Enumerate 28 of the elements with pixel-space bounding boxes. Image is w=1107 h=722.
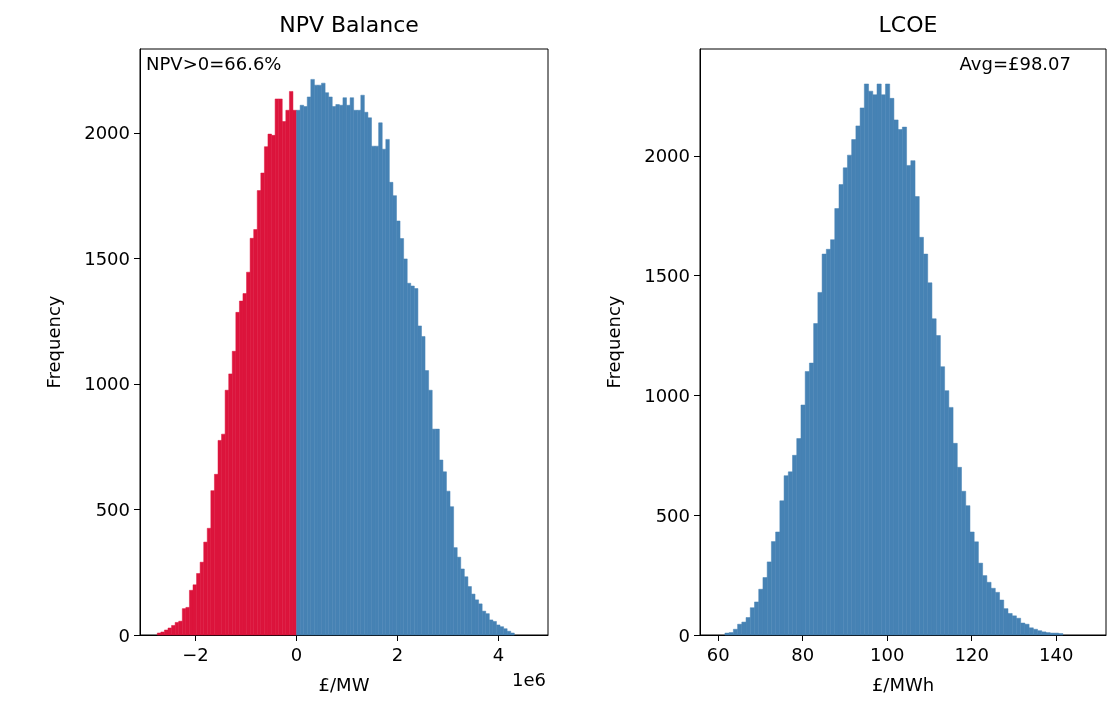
chart-title: NPV Balance (279, 11, 419, 37)
x-tick-label: 100 (869, 643, 905, 665)
x-tick-label: 4 (492, 643, 505, 665)
x-axis-title: £/MW (318, 673, 370, 695)
annotation: NPV>0=66.6% (146, 52, 282, 74)
x-tick-label: 120 (954, 643, 989, 665)
x-tick-label: −2 (182, 643, 209, 665)
y-axis-title: Frequency (42, 295, 64, 389)
y-tick-label: 1500 (84, 247, 130, 269)
y-tick-label: 1500 (644, 265, 690, 287)
annotation: Avg=£98.07 (959, 52, 1071, 74)
text: 1e6 (512, 668, 547, 690)
y-tick-label: 2000 (644, 145, 690, 167)
chart-title: LCOE (878, 11, 938, 37)
y-tick-label: 1000 (84, 373, 130, 395)
y-tick-label: 2000 (84, 122, 130, 144)
x-tick-label: 2 (391, 643, 404, 665)
y-axis-title: Frequency (602, 295, 624, 389)
x-tick-label: 80 (791, 643, 815, 665)
x-axis-title: £/MWh (871, 673, 935, 695)
x-tick-label: 0 (290, 643, 303, 665)
y-tick-label: 1000 (644, 384, 690, 406)
x-tick-label: 60 (706, 643, 730, 665)
x-tick-label: 140 (1038, 643, 1074, 665)
y-tick-label: 0 (118, 624, 130, 646)
y-tick-label: 500 (95, 498, 130, 520)
y-tick-label: 500 (655, 504, 690, 526)
y-tick-label: 0 (678, 624, 690, 646)
